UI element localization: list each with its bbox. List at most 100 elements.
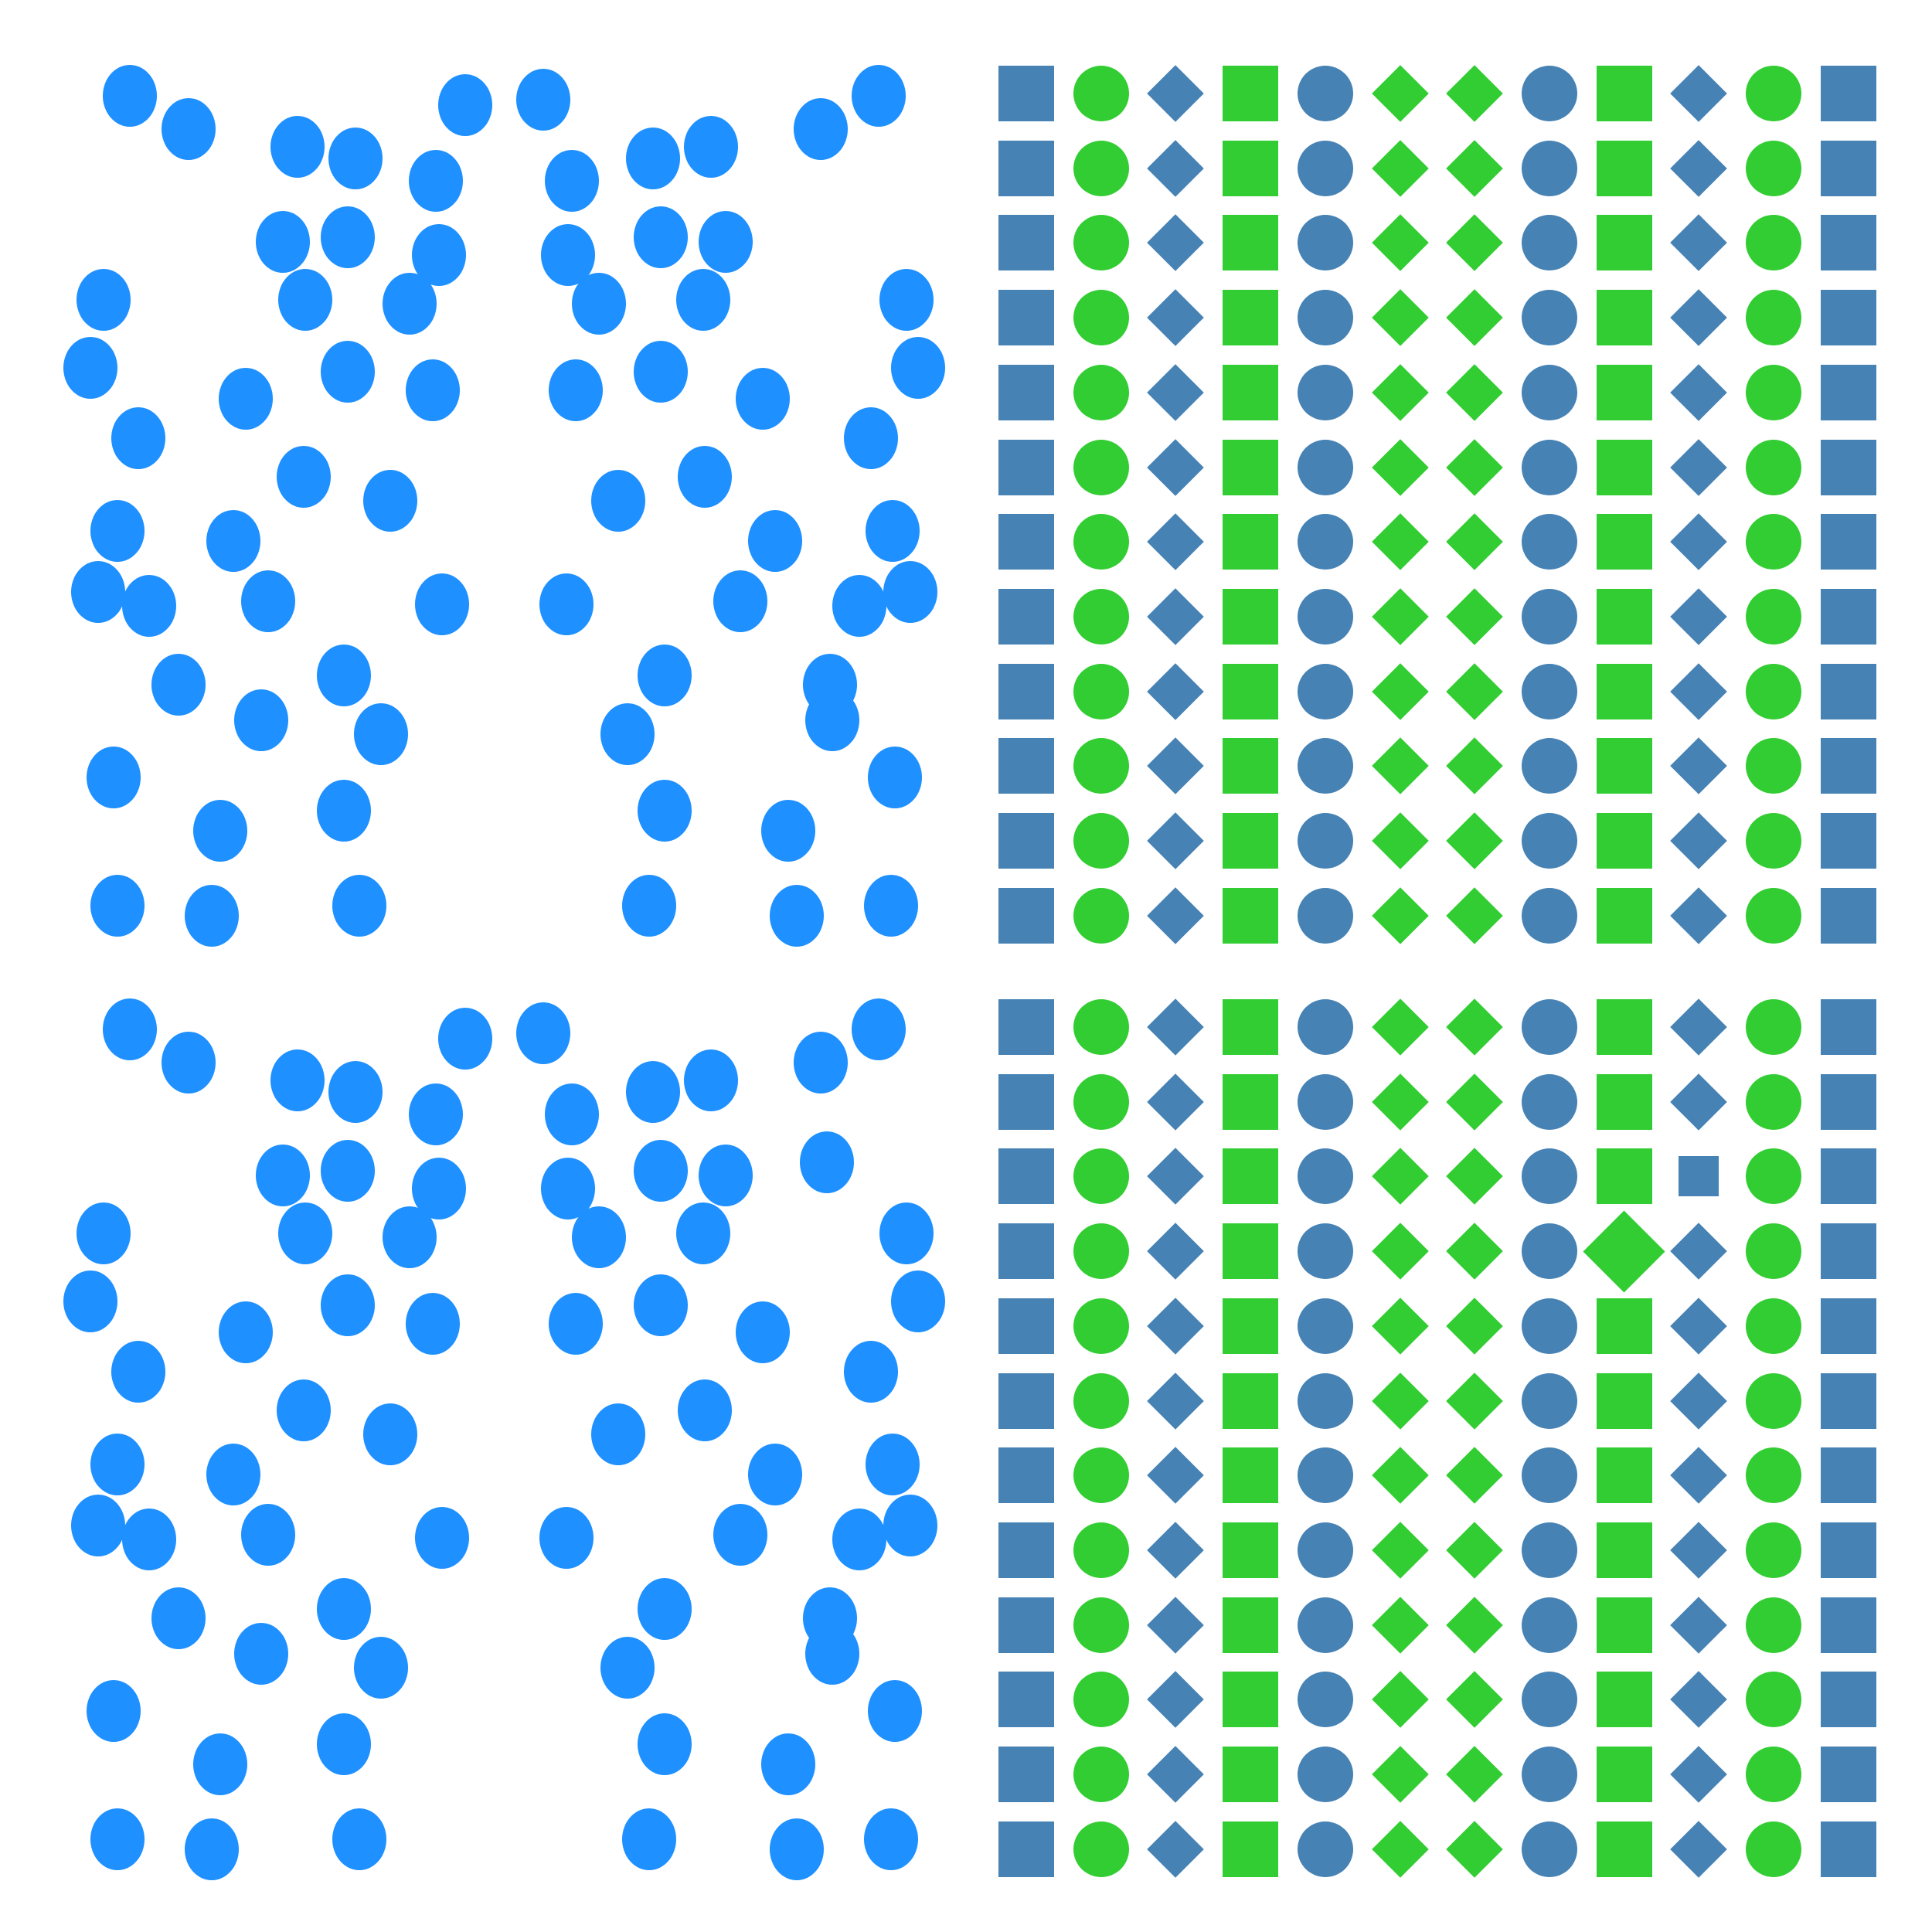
grid-cell[interactable] [1363,355,1437,430]
dot[interactable] [71,561,125,623]
grid-cell[interactable] [1213,990,1287,1064]
dot[interactable] [415,573,469,635]
grid-cell[interactable] [1213,1139,1287,1213]
grid-cell[interactable] [1587,1065,1662,1139]
dot[interactable] [844,407,898,469]
grid-cell[interactable] [1064,1662,1138,1736]
grid-cell[interactable] [1587,355,1662,430]
grid-cell[interactable] [1213,1364,1287,1438]
grid-cell[interactable] [1437,56,1512,131]
grid-cell[interactable] [1064,56,1138,131]
dot[interactable] [278,1202,332,1264]
grid-cell[interactable] [1736,879,1811,953]
dot[interactable] [354,1637,408,1699]
dot[interactable] [626,128,680,189]
grid-cell[interactable] [989,990,1063,1064]
grid-cell[interactable] [1512,56,1587,131]
dot[interactable] [866,500,920,562]
grid-cell[interactable] [1662,879,1736,953]
grid-cell[interactable] [1437,580,1512,654]
grid-cell[interactable] [989,206,1063,280]
grid-cell[interactable] [1138,1289,1213,1363]
grid-cell[interactable] [1662,1438,1736,1512]
grid-cell[interactable] [1587,1139,1662,1213]
grid-cell[interactable] [1736,355,1811,430]
grid-cell[interactable] [1587,655,1662,729]
dot[interactable] [516,1002,570,1064]
grid-cell[interactable] [989,1139,1063,1213]
grid-cell[interactable] [1811,1662,1886,1736]
grid-cell[interactable] [1138,580,1213,654]
dot[interactable] [111,1341,165,1403]
grid-cell[interactable] [1736,56,1811,131]
dot[interactable] [676,269,730,331]
grid-cell[interactable] [1587,729,1662,803]
grid-cell[interactable] [1363,430,1437,505]
dot[interactable] [638,1713,692,1775]
grid-cell[interactable] [1064,355,1138,430]
grid-cell[interactable] [1288,206,1362,280]
grid-cell[interactable] [1736,1513,1811,1587]
dot[interactable] [634,206,688,268]
grid-cell[interactable] [1213,1438,1287,1512]
grid-cell[interactable] [1363,990,1437,1064]
grid-cell[interactable] [1064,281,1138,355]
grid-cell[interactable] [1437,1139,1512,1213]
dot[interactable] [317,1578,371,1640]
grid-cell[interactable] [1736,1737,1811,1811]
grid-cell[interactable] [1587,1364,1662,1438]
grid-cell[interactable] [1363,56,1437,131]
grid-cell[interactable] [1811,879,1886,953]
grid-cell[interactable] [1587,580,1662,654]
grid-cell[interactable] [1064,804,1138,878]
grid-cell[interactable] [1288,430,1362,505]
grid-cell[interactable] [1662,729,1736,803]
grid-cell[interactable] [1138,430,1213,505]
grid-cell[interactable] [1587,430,1662,505]
grid-cell[interactable] [1138,505,1213,579]
grid-cell[interactable] [1512,1737,1587,1811]
dot[interactable] [241,570,295,632]
dot[interactable] [844,1341,898,1403]
grid-cell[interactable] [1437,729,1512,803]
dot[interactable] [864,875,918,937]
grid-cell[interactable] [1662,1737,1736,1811]
grid-cell[interactable] [1064,655,1138,729]
dot[interactable] [883,561,937,623]
grid-cell[interactable] [1811,1513,1886,1587]
grid-cell[interactable] [989,1662,1063,1736]
grid-cell[interactable] [1512,1214,1587,1288]
dot[interactable] [317,645,371,706]
grid-cell[interactable] [989,1289,1063,1363]
dot[interactable] [206,510,260,572]
grid-cell[interactable] [1662,355,1736,430]
dot[interactable] [151,1587,206,1649]
grid-cell[interactable] [989,56,1063,131]
grid-cell[interactable] [1437,206,1512,280]
grid-cell[interactable] [1288,505,1362,579]
grid-cell[interactable] [1587,1737,1662,1811]
grid-cell[interactable] [1064,1214,1138,1288]
grid-cell[interactable] [989,1065,1063,1139]
dot[interactable] [270,116,325,178]
grid-cell[interactable] [1288,1662,1362,1736]
grid-cell[interactable] [1213,1588,1287,1662]
grid-cell[interactable] [1064,580,1138,654]
dot[interactable] [622,875,676,937]
grid-cell[interactable] [989,281,1063,355]
grid-cell[interactable] [1138,729,1213,803]
grid-cell[interactable] [1064,1812,1138,1886]
grid-cell[interactable] [1512,1139,1587,1213]
dot[interactable] [699,1145,753,1206]
grid-cell[interactable] [1811,804,1886,878]
grid-cell[interactable] [1288,355,1362,430]
grid-cell[interactable] [1662,1289,1736,1363]
grid-cell[interactable] [1736,206,1811,280]
dot[interactable] [516,69,570,131]
grid-cell[interactable] [1811,355,1886,430]
dot[interactable] [713,1504,767,1566]
dot[interactable] [545,150,599,212]
grid-cell[interactable] [1363,580,1437,654]
grid-cell[interactable] [1064,1737,1138,1811]
grid-cell[interactable] [1512,1588,1587,1662]
